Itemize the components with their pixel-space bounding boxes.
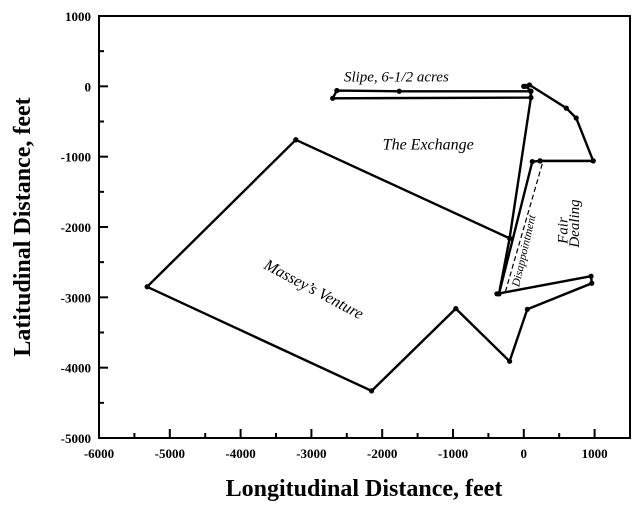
y-tick-label: -2000 — [61, 220, 91, 235]
y-tick-label: -1000 — [61, 150, 91, 165]
tract-vertex — [563, 105, 569, 111]
region-label: Dealing — [567, 199, 583, 249]
tract-labels: Slipe, 6-1/2 acres The Exchange Massey’s V… — [260, 69, 583, 323]
y-tick-label: -4000 — [61, 361, 91, 376]
tract-vertex — [368, 388, 375, 394]
tract-vertex — [396, 88, 402, 94]
tract-vertex — [588, 273, 594, 279]
tract-vertex — [507, 358, 513, 364]
x-tick-label: -1000 — [438, 446, 468, 461]
region-label: Fair — [556, 217, 572, 245]
tract-vertex — [507, 235, 513, 241]
tract-vertex — [589, 280, 595, 286]
disappointment-boundary — [504, 161, 544, 292]
tract-vertex — [334, 87, 340, 94]
x-tick-label: -5000 — [155, 446, 185, 461]
region-label: Disappointment — [510, 213, 539, 289]
tract-vertex — [524, 306, 530, 312]
tract-vertex — [144, 284, 150, 290]
x-tick-label: 0 — [521, 446, 528, 461]
x-tick-label: -3000 — [296, 446, 326, 461]
x-tick-label: -6000 — [84, 446, 114, 461]
x-tick-label: -4000 — [225, 446, 255, 461]
tick-labels: -6000 -5000 -4000 -3000 -2000 -1000 0 100010000… — [61, 9, 608, 461]
tract-vertex — [496, 291, 502, 297]
tract-vertex — [528, 94, 534, 101]
tract-vertex — [537, 158, 543, 164]
y-axis-label: Latitudinal Distance, feet — [10, 97, 36, 356]
tract-vertex — [293, 137, 299, 143]
region-label: Massey’s Venture — [260, 256, 366, 323]
x-tick-label: 1000 — [582, 446, 608, 461]
y-tick-label: -3000 — [61, 290, 91, 305]
tract-outline — [497, 83, 595, 295]
tract-outline — [330, 89, 533, 100]
tract-vertex — [521, 83, 527, 89]
tract-vertex — [529, 158, 535, 165]
region-label: Slipe, 6-1/2 acres — [344, 69, 449, 85]
tract-vertex — [526, 82, 533, 88]
tract-vertex — [453, 305, 459, 312]
tract-vertices — [144, 82, 596, 394]
y-tick-label: 1000 — [65, 9, 91, 24]
tract-vertex — [528, 88, 534, 94]
tract-vertex — [573, 115, 579, 121]
tract-vertex — [330, 95, 336, 101]
x-tick-label: -2000 — [367, 446, 397, 461]
region-label: The Exchange — [383, 137, 474, 154]
y-tick-label: 0 — [85, 79, 92, 94]
tract-vertex — [590, 158, 596, 164]
tick-marks — [98, 15, 596, 439]
x-axis-label: Longitudinal Distance, feet — [226, 476, 503, 502]
y-tick-label: -5000 — [61, 431, 91, 446]
